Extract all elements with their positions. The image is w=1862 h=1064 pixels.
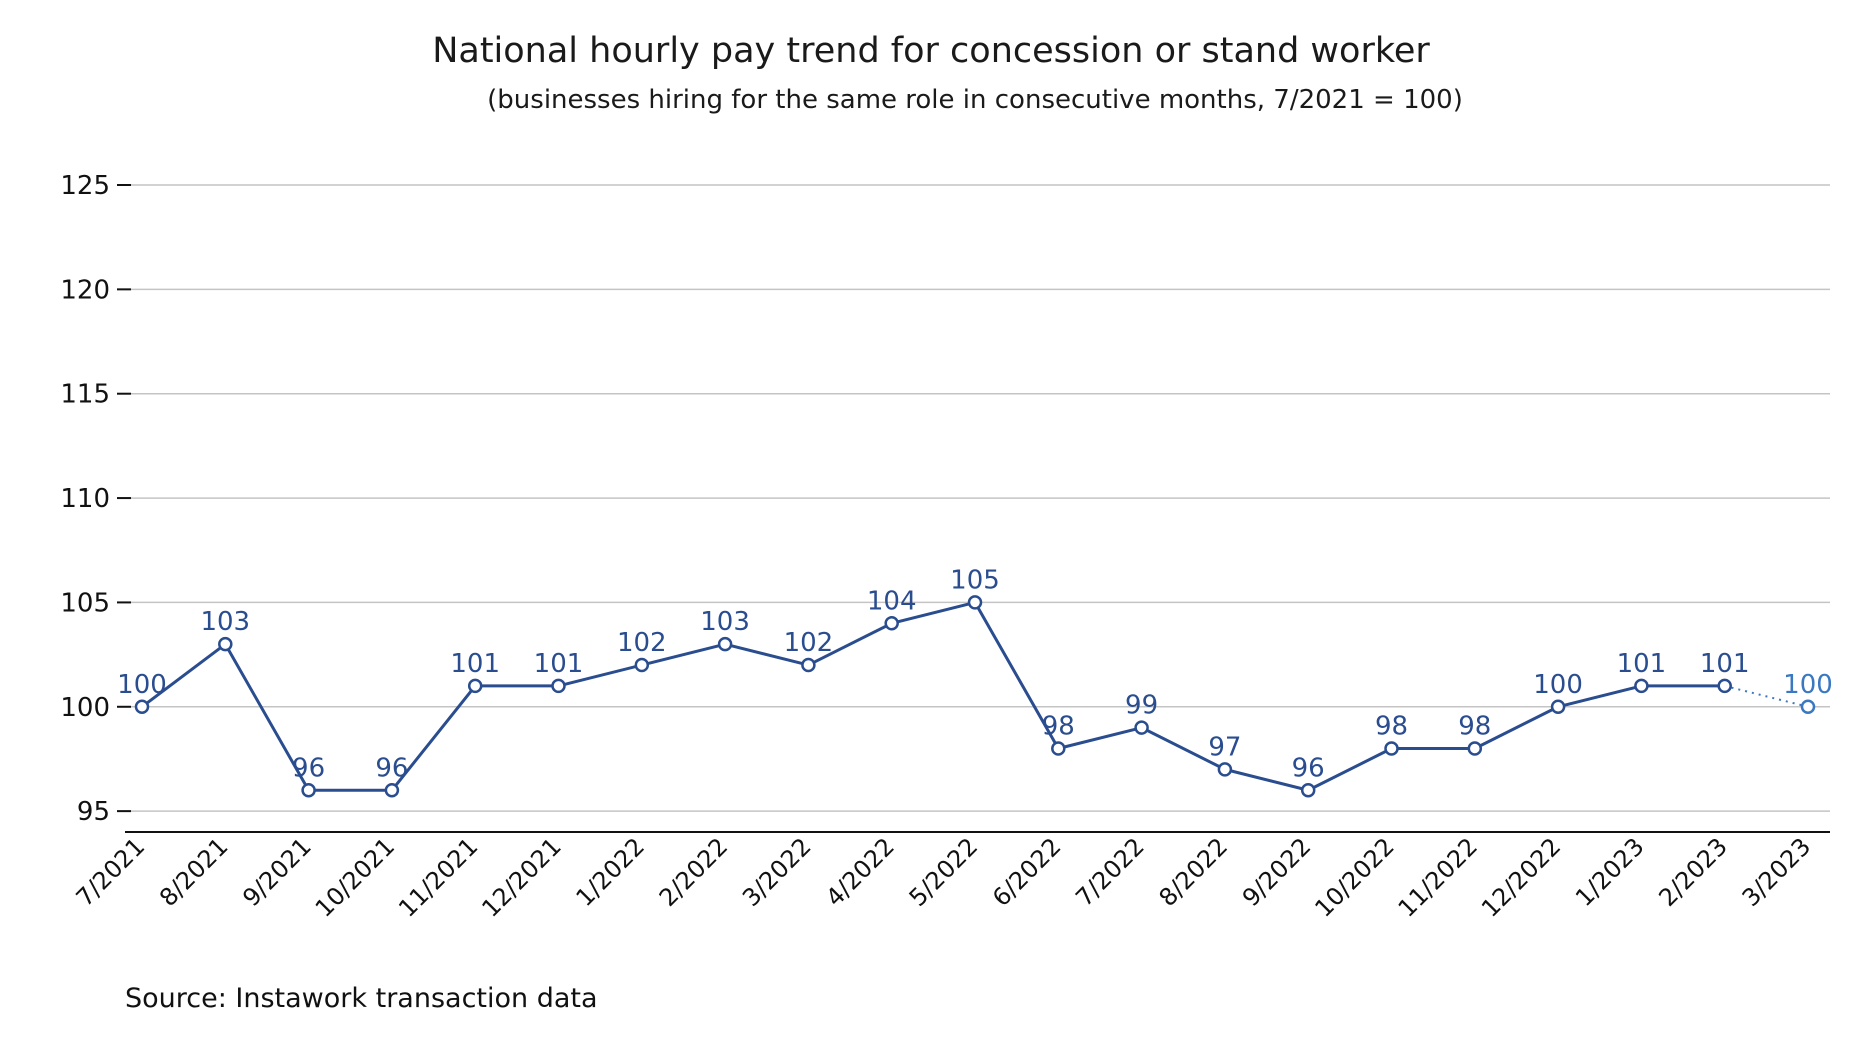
gridlines [125,184,1830,812]
data-point [1051,741,1066,756]
x-tick-label: 10/2022 [1309,832,1399,922]
data-point [1467,741,1483,756]
chart-title: National hourly pay trend for concession… [432,31,1430,71]
x-tick-label: 9/2022 [1237,832,1317,912]
data-label: 105 [950,565,1000,595]
x-tick-label: 6/2022 [987,832,1067,912]
data-point [1800,699,1816,715]
y-tick-label: 100 [60,693,110,723]
data-label: 96 [1292,753,1325,783]
data-points [134,595,1816,798]
x-tick-label: 7/2022 [1070,832,1150,912]
data-label: 98 [1042,712,1075,742]
y-tick-label: 125 [60,171,110,201]
data-label: 100 [1783,670,1833,700]
data-label: 101 [1617,649,1667,679]
y-tick-label: 95 [77,797,110,827]
data-label: 96 [292,753,325,783]
x-tick-label: 12/2022 [1476,832,1566,922]
x-tick-label: 11/2022 [1393,832,1483,922]
x-tick-label: 1/2023 [1570,832,1650,912]
data-point [1300,783,1316,798]
data-point [1717,678,1732,694]
data-point [1217,762,1233,777]
data-point [1384,741,1399,756]
x-tick-label: 10/2021 [310,832,400,922]
y-tick-label: 110 [60,484,110,514]
data-label: 101 [450,649,500,679]
series-lines [141,600,1809,792]
data-label: 103 [200,607,250,637]
data-label: 101 [1700,649,1750,679]
x-tick-label: 2/2023 [1653,832,1733,912]
x-tick-label: 11/2021 [393,832,483,922]
data-label: 101 [534,649,584,679]
data-label: 100 [1533,670,1583,700]
data-label: 98 [1458,712,1491,742]
data-labels: 100 103 96 96 101 101 102 103 102 104 105 98 99 97 96 9… [117,565,1833,783]
data-label: 97 [1208,732,1241,762]
data-point [467,678,483,694]
data-label: 96 [375,753,408,783]
data-label: 103 [700,607,750,637]
x-tick-label: 12/2021 [476,832,566,922]
chart-subtitle: (businesses hiring for the same role in … [487,85,1463,115]
y-tick-label: 115 [60,380,110,410]
data-point [967,595,983,610]
data-label: 99 [1125,691,1158,721]
x-tick-label: 5/2022 [904,832,984,912]
x-tick-label: 7/2021 [71,832,151,912]
data-label: 102 [784,628,834,658]
x-tick-label: 2/2022 [654,832,734,912]
series-line [141,600,1725,792]
y-tick-label: 105 [60,588,110,618]
series-line-projected [1724,684,1809,708]
data-point [717,636,733,652]
x-tick-label: 3/2023 [1737,832,1817,912]
data-point [134,699,150,715]
data-label: 100 [117,670,167,700]
y-tick-label: 120 [60,275,110,305]
source-note: Source: Instawork transaction data [125,983,598,1014]
data-point [301,783,316,798]
data-point [1134,720,1149,735]
data-point [1550,699,1566,715]
x-tick-label: 1/2022 [571,832,651,912]
data-point [1634,678,1649,694]
data-point [884,616,899,631]
x-tick-label: 8/2021 [154,832,234,912]
data-label: 102 [617,628,667,658]
data-point [551,678,566,694]
data-point [801,657,816,673]
x-tick-label: 8/2022 [1154,832,1234,912]
data-label: 104 [867,586,917,616]
data-label: 98 [1375,712,1408,742]
data-point [218,636,233,652]
data-point [384,783,400,798]
x-tick-label: 3/2022 [737,832,817,912]
x-tick-label: 4/2022 [820,832,900,912]
x-tick-label: 9/2021 [237,832,317,912]
data-point [634,657,650,673]
y-axis: 95 100 105 110 115 120 125 [60,171,131,827]
